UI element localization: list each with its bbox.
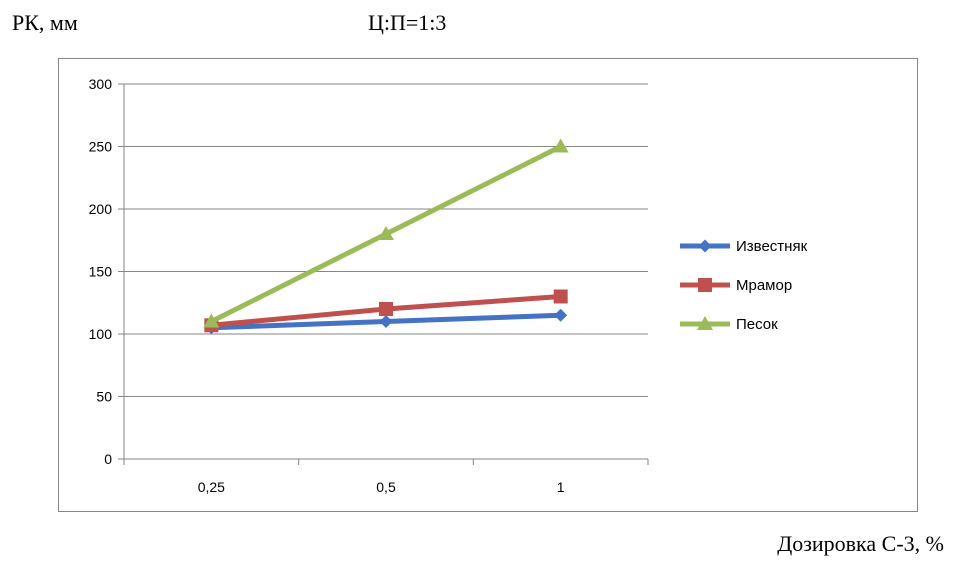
data-point (379, 315, 393, 328)
data-point (203, 313, 220, 328)
y-tick-labels: 0 50 100 150 200 250 300 (89, 76, 113, 467)
legend-item: Песок (680, 316, 778, 333)
data-point (378, 226, 394, 240)
chart-title: Ц:П=1:3 (368, 10, 447, 35)
legend: Известняк Мрамор Песок (680, 238, 808, 333)
data-point (379, 302, 393, 316)
series-group (203, 138, 569, 335)
y-tick-label: 300 (89, 76, 113, 92)
chart-border (58, 58, 918, 512)
y-axis-label: РК, мм (12, 10, 78, 35)
x-axis-label: Дозировка С-3, % (777, 531, 944, 556)
y-tick-label: 150 (89, 264, 113, 280)
chart-area: 0 50 100 150 200 250 300 0,25 0,5 1 Известняк Мра… (58, 58, 918, 512)
legend-marker (697, 316, 713, 330)
legend-marker (698, 278, 712, 292)
legend-item: Известняк (680, 238, 808, 255)
y-tick-label: 0 (104, 451, 112, 467)
x-tick-labels: 0,25 0,5 1 (198, 479, 565, 495)
y-tick-label: 100 (89, 326, 113, 342)
legend-label: Мрамор (736, 277, 792, 294)
x-tick-label: 0,5 (376, 479, 396, 495)
data-point (553, 289, 568, 304)
series-3 (203, 138, 569, 328)
legend-label: Известняк (736, 238, 808, 255)
y-tick-label: 200 (89, 201, 113, 217)
legend-marker (698, 239, 712, 253)
data-point (554, 308, 568, 322)
x-tick-label: 0,25 (198, 479, 225, 495)
y-tick-label: 50 (96, 389, 112, 405)
axes (118, 83, 649, 465)
y-tick-label: 250 (89, 139, 113, 155)
data-point (552, 138, 569, 153)
x-tick-label: 1 (557, 479, 565, 495)
legend-item: Мрамор (680, 277, 792, 294)
legend-label: Песок (736, 316, 778, 333)
